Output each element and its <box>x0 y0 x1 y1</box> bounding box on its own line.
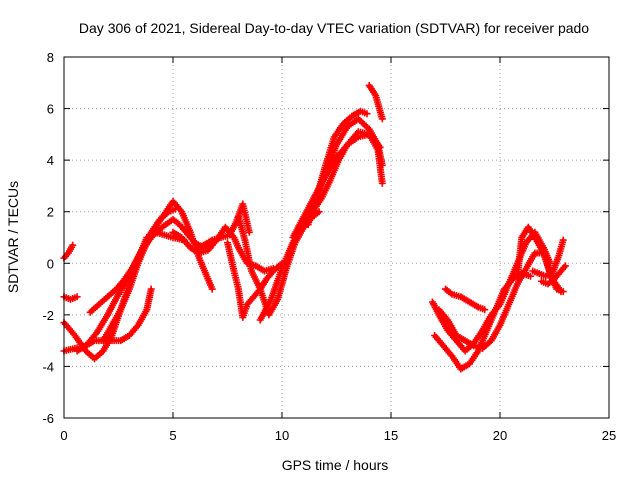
series-arc-15 <box>304 107 371 229</box>
series-arc-5 <box>73 285 155 355</box>
series-arc-12 <box>256 115 386 324</box>
series-markers <box>224 239 286 321</box>
series-trace <box>62 217 212 353</box>
series-markers <box>191 200 253 254</box>
x-tick-label: 20 <box>493 428 507 443</box>
series-arc-9 <box>191 200 253 254</box>
x-tick-label: 25 <box>602 428 616 443</box>
data-series <box>60 81 569 373</box>
axis-ticks <box>63 56 610 419</box>
y-tick-label: 4 <box>47 153 54 168</box>
series-markers <box>442 285 489 314</box>
series-arc-18 <box>431 270 534 373</box>
chart-title: Day 306 of 2021, Sidereal Day-to-day VTE… <box>79 20 589 36</box>
y-tick-label: -6 <box>42 411 54 426</box>
series-markers <box>529 236 567 280</box>
series-arc-23 <box>537 262 569 288</box>
series-markers <box>99 197 216 345</box>
series-markers <box>513 223 567 296</box>
series-arc-21 <box>513 223 567 296</box>
x-tick-label: 10 <box>275 428 289 443</box>
y-tick-label: 8 <box>47 50 54 65</box>
y-axis-label: SDTVAR / TECUs <box>5 181 21 293</box>
series-markers <box>256 115 386 324</box>
series-markers <box>60 241 77 262</box>
series-markers <box>537 262 569 288</box>
x-tick-label: 5 <box>169 428 176 443</box>
series-markers <box>73 285 155 355</box>
series-markers <box>365 81 386 123</box>
x-tick-label: 0 <box>60 428 67 443</box>
series-arc-22 <box>529 236 567 280</box>
y-tick-label: 0 <box>47 256 54 271</box>
x-axis-label: GPS time / hours <box>282 457 389 473</box>
plot-frame <box>63 56 610 419</box>
y-tick-label: -4 <box>42 359 54 374</box>
tick-labels: 0 5 10 15 20 25 -6 -4 -2 0 2 4 6 8 <box>42 50 616 443</box>
series-markers <box>304 107 371 229</box>
series-arc-1 <box>60 241 77 262</box>
y-tick-label: -2 <box>42 308 54 323</box>
y-tick-label: 6 <box>47 102 54 117</box>
x-tick-label: 15 <box>384 428 398 443</box>
series-arc-10 <box>224 239 286 321</box>
y-tick-label: 2 <box>47 205 54 220</box>
series-arc-16 <box>365 81 386 123</box>
series-arc-20 <box>442 285 489 314</box>
